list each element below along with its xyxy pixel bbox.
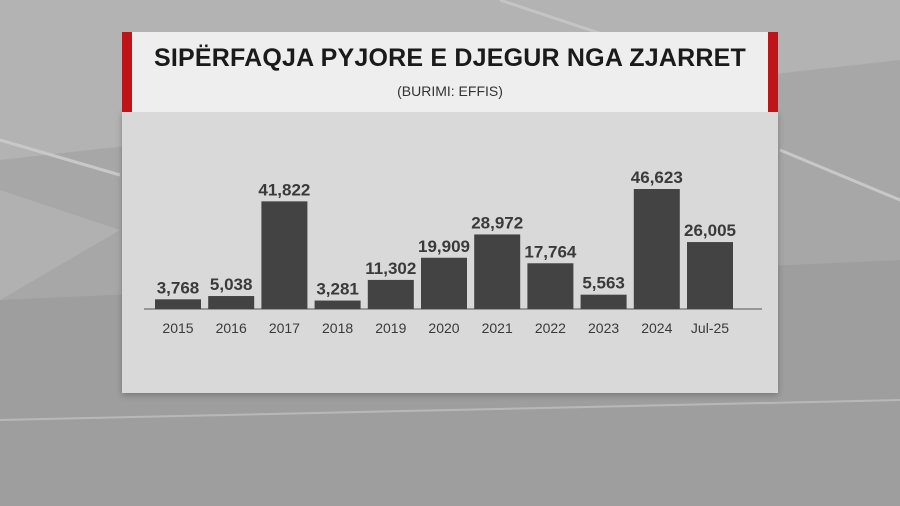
- bar-2022: [527, 263, 574, 309]
- category-label-2023: 2023: [588, 320, 619, 336]
- value-label-2022: 17,764: [524, 242, 577, 261]
- value-label-2015: 3,768: [157, 278, 200, 297]
- category-label-2016: 2016: [216, 320, 247, 336]
- bar-2024: [633, 189, 680, 309]
- bar-2020: [421, 257, 467, 309]
- chart-subtitle: (BURIMI: EFFIS): [397, 83, 503, 99]
- bar-2019: [367, 279, 414, 309]
- category-label-2019: 2019: [375, 320, 406, 336]
- category-label-2022: 2022: [535, 320, 566, 336]
- bar-2021: [474, 234, 521, 309]
- value-label-2023: 5,563: [582, 274, 625, 293]
- value-label-2018: 3,281: [316, 280, 359, 299]
- bar-jul-25: [687, 242, 733, 309]
- bar-chart: 3,768 2015 5,038 2016 41,822 2017 3,281 2018 11,…: [144, 168, 762, 336]
- value-label-2017: 41,822: [258, 180, 310, 199]
- bar-2015: [155, 299, 201, 309]
- bar-2017: [261, 201, 308, 309]
- chart-title: SIPËRFAQJA PYJORE E DJEGUR NGA ZJARRET: [154, 44, 746, 72]
- value-label-jul-25: 26,005: [684, 221, 736, 240]
- value-label-2019: 11,302: [365, 259, 416, 278]
- category-label-2018: 2018: [322, 320, 353, 336]
- bar-2016: [208, 296, 255, 309]
- category-label-2024: 2024: [641, 320, 672, 336]
- category-label-2017: 2017: [269, 320, 300, 336]
- title-box: SIPËRFAQJA PYJORE E DJEGUR NGA ZJARRET (…: [122, 32, 778, 112]
- bar-2018: [314, 300, 361, 309]
- accent-bar-left: [122, 32, 132, 112]
- category-label-2015: 2015: [162, 320, 193, 336]
- category-label-jul-25: Jul-25: [691, 320, 729, 336]
- value-label-2020: 19,909: [418, 237, 470, 256]
- value-label-2016: 5,038: [210, 275, 253, 294]
- value-label-2024: 46,623: [631, 168, 683, 187]
- category-label-2020: 2020: [428, 320, 459, 336]
- bar-2023: [580, 294, 627, 309]
- value-label-2021: 28,972: [471, 213, 523, 232]
- accent-bar-right: [768, 32, 778, 112]
- category-label-2021: 2021: [482, 320, 513, 336]
